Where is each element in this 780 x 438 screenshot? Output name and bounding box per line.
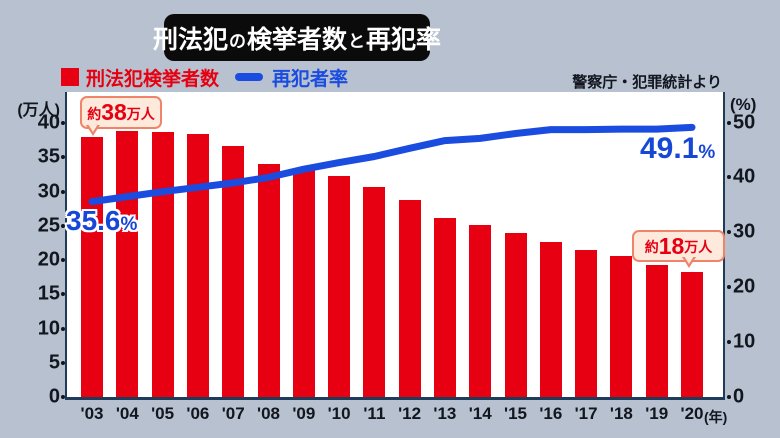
right-tick-dot — [727, 285, 731, 290]
bar-18 — [610, 255, 633, 397]
left-tick-dot — [61, 360, 65, 365]
left-tick-dot — [61, 258, 65, 262]
x-label-15: '15 — [504, 404, 527, 423]
right-tick-dot — [727, 120, 731, 125]
bar-14 — [469, 225, 492, 397]
x-label-03: '03 — [80, 404, 104, 423]
recidivism-line — [88, 123, 696, 206]
chart-title-text: 検挙者数 — [247, 25, 348, 54]
left-tick-label: 5 — [48, 351, 60, 374]
left-tick-dot — [61, 326, 65, 331]
left-tick-dot — [61, 292, 65, 297]
count-start-prefix: 約 — [87, 105, 102, 122]
x-label-13: '13 — [433, 404, 457, 423]
bar-07 — [222, 146, 245, 397]
x-label-19: '19 — [645, 404, 669, 423]
bar-10 — [328, 175, 351, 397]
count-end-callout: 約 18 万人 — [632, 230, 725, 262]
x-label-17: '17 — [574, 404, 598, 423]
rate-start-value: 35.6 — [66, 205, 121, 236]
legend: 刑法犯検挙者数 再犯者率 — [61, 67, 348, 90]
bar-series-swatch — [61, 68, 79, 86]
chart-title-text: 再犯率 — [366, 25, 442, 54]
count-start-suffix: 万人 — [126, 105, 155, 122]
bar-15 — [504, 233, 527, 397]
x-label-09: '09 — [292, 404, 316, 423]
x-label-20: '20 — [680, 404, 704, 423]
left-axis-unit: (万人) — [17, 102, 60, 119]
rate-end-unit: % — [698, 142, 716, 163]
right-tick-label: 30 — [733, 220, 756, 243]
left-tick-dot — [61, 121, 65, 125]
right-tick-label: 10 — [733, 330, 756, 353]
chart-title-text: の — [229, 32, 246, 51]
count-start-value: 38 — [101, 99, 127, 125]
bar-20 — [681, 271, 703, 397]
legend-label-rate: 再犯者率 — [272, 68, 349, 90]
legend-label-arrests: 刑法犯検挙者数 — [86, 68, 220, 90]
source-note: 警察庁・犯罪統計より — [572, 74, 722, 91]
line-series-swatch — [235, 73, 264, 81]
left-tick-dot — [61, 155, 65, 160]
x-label-07: '07 — [221, 404, 245, 423]
count-end-value: 18 — [658, 232, 685, 259]
bar-19 — [645, 264, 668, 397]
left-tick-label: 20 — [37, 248, 60, 271]
left-tick-label: 30 — [37, 180, 60, 203]
recidivism-line-chart — [88, 123, 696, 206]
chart-title-text: と — [348, 32, 366, 51]
rate-end-label: 49.1% — [640, 134, 715, 164]
x-label-06: '06 — [186, 404, 210, 423]
chart-title-text: 刑法犯 — [152, 25, 228, 54]
rate-start-unit: % — [120, 214, 138, 235]
left-tick-label: 0 — [48, 385, 60, 408]
x-label-14: '14 — [468, 404, 492, 423]
count-end-prefix: 約 — [644, 239, 659, 255]
x-label-11: '11 — [363, 404, 386, 423]
x-label-16: '16 — [539, 404, 563, 423]
x-label-04: '04 — [115, 404, 139, 423]
left-tick-dot — [61, 189, 65, 194]
plot-area — [65, 92, 725, 400]
right-tick-dot — [727, 395, 731, 399]
right-tick-label: 40 — [733, 165, 756, 188]
right-tick-label: 20 — [733, 275, 756, 298]
x-axis-year-suffix: (年) — [704, 409, 728, 425]
right-tick-label: 50 — [733, 111, 756, 134]
x-label-08: '08 — [257, 404, 280, 423]
bar-09 — [292, 168, 315, 397]
right-tick-label: 0 — [733, 385, 745, 408]
right-tick-dot — [727, 340, 731, 345]
left-tick-dot — [61, 395, 65, 399]
bar-05 — [151, 131, 174, 397]
left-tick-label: 10 — [37, 317, 60, 340]
bar-06 — [186, 134, 209, 397]
bar-17 — [575, 249, 598, 397]
count-start-pointer — [88, 124, 98, 132]
right-tick-dot — [727, 230, 731, 235]
right-tick-dot — [727, 175, 731, 180]
rate-start-label: 35.6% — [66, 207, 137, 235]
bar-11 — [363, 187, 386, 397]
bar-08 — [257, 164, 280, 397]
rate-end-value: 49.1 — [640, 132, 699, 165]
right-axis-unit: (%) — [730, 95, 757, 114]
x-label-12: '12 — [398, 404, 422, 423]
bar-16 — [539, 242, 562, 397]
count-start-callout: 約 38 万人 — [80, 96, 162, 129]
x-label-10: '10 — [327, 404, 351, 423]
x-label-18: '18 — [609, 404, 633, 423]
left-tick-label: 25 — [37, 214, 60, 237]
count-end-pointer — [684, 256, 694, 264]
chart-title: 刑法犯の検挙者数と再犯率 — [153, 14, 441, 61]
left-tick-label: 35 — [37, 145, 60, 168]
left-tick-label: 15 — [37, 282, 60, 305]
left-tick-dot — [61, 223, 65, 228]
left-tick-label: 40 — [37, 111, 60, 134]
x-label-05: '05 — [151, 404, 175, 423]
bar-13 — [433, 217, 456, 397]
count-end-suffix: 万人 — [684, 239, 713, 255]
bar-12 — [398, 200, 421, 397]
